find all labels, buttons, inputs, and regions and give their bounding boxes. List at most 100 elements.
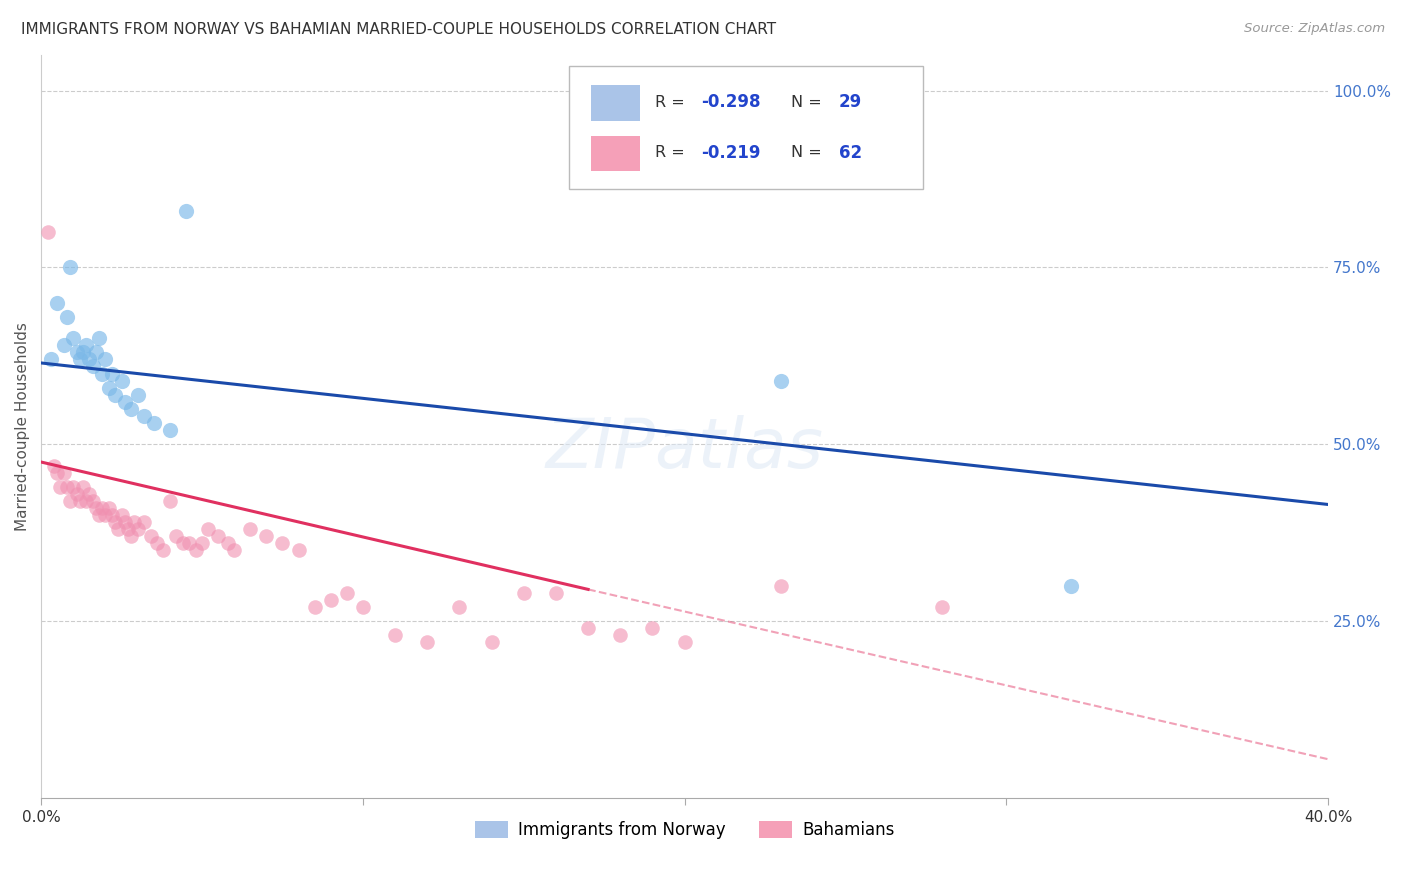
Point [271, 536, 294, 550]
Point [104, 388, 127, 402]
Bar [591, 136, 640, 171]
Point [114, 395, 136, 409]
Point [139, 529, 162, 543]
Point [641, 621, 664, 635]
Point [197, 522, 219, 536]
Text: R =: R = [655, 95, 690, 110]
Point [75, 338, 97, 352]
Point [82, 359, 104, 374]
Point [770, 374, 793, 388]
Point [127, 388, 149, 402]
Point [174, 203, 197, 218]
Point [384, 628, 406, 642]
Point [159, 494, 181, 508]
Point [770, 579, 793, 593]
Point [91, 501, 114, 516]
Point [107, 522, 129, 536]
Point [132, 515, 155, 529]
Point [217, 536, 239, 550]
Point [84, 501, 107, 516]
Point [49, 480, 72, 494]
Point [79, 487, 101, 501]
Point [120, 401, 142, 416]
Point [132, 409, 155, 423]
FancyBboxPatch shape [569, 66, 922, 189]
Point [142, 416, 165, 430]
Point [84, 345, 107, 359]
Point [224, 543, 246, 558]
Point [481, 635, 503, 649]
Point [191, 536, 214, 550]
Point [239, 522, 262, 536]
Point [56, 310, 79, 324]
Point [65, 487, 87, 501]
Point [673, 635, 696, 649]
Point [110, 508, 132, 522]
Text: -0.219: -0.219 [702, 144, 761, 162]
Point [172, 536, 194, 550]
Point [287, 543, 309, 558]
Point [120, 529, 142, 543]
Point [46, 295, 69, 310]
Point [79, 352, 101, 367]
Point [52, 466, 75, 480]
Point [39, 352, 62, 367]
Point [52, 338, 75, 352]
Point [449, 600, 471, 615]
Point [117, 522, 139, 536]
Point [72, 480, 94, 494]
Point [1060, 579, 1083, 593]
Point [319, 593, 342, 607]
Text: N =: N = [792, 95, 827, 110]
Point [56, 480, 79, 494]
Point [82, 494, 104, 508]
Point [336, 586, 359, 600]
Text: -0.298: -0.298 [702, 94, 761, 112]
Point [37, 225, 59, 239]
Text: 29: 29 [839, 94, 862, 112]
Text: Source: ZipAtlas.com: Source: ZipAtlas.com [1244, 22, 1385, 36]
Point [101, 508, 124, 522]
Point [152, 543, 174, 558]
Point [544, 586, 567, 600]
Point [69, 494, 91, 508]
Point [124, 515, 146, 529]
Point [104, 515, 127, 529]
Text: IMMIGRANTS FROM NORWAY VS BAHAMIAN MARRIED-COUPLE HOUSEHOLDS CORRELATION CHART: IMMIGRANTS FROM NORWAY VS BAHAMIAN MARRI… [21, 22, 776, 37]
Point [207, 529, 229, 543]
Point [72, 345, 94, 359]
Point [114, 515, 136, 529]
Point [101, 367, 124, 381]
Point [146, 536, 169, 550]
Point [609, 628, 631, 642]
Point [62, 480, 84, 494]
Text: R =: R = [655, 145, 690, 161]
Point [127, 522, 149, 536]
Text: ZIPatlas: ZIPatlas [546, 416, 824, 483]
Point [91, 367, 114, 381]
Point [184, 543, 207, 558]
Point [46, 466, 69, 480]
Point [416, 635, 439, 649]
Point [159, 423, 181, 437]
Point [513, 586, 536, 600]
Point [87, 331, 110, 345]
Point [59, 494, 82, 508]
Bar [591, 85, 640, 120]
Y-axis label: Married-couple Households: Married-couple Households [15, 322, 30, 531]
Point [576, 621, 599, 635]
Point [931, 600, 953, 615]
Point [62, 331, 84, 345]
Point [352, 600, 374, 615]
Text: 62: 62 [839, 144, 862, 162]
Point [165, 529, 187, 543]
Point [97, 501, 120, 516]
Point [87, 508, 110, 522]
Point [254, 529, 277, 543]
Point [42, 458, 65, 473]
Point [97, 381, 120, 395]
Point [59, 260, 82, 275]
Point [110, 374, 132, 388]
Point [94, 508, 117, 522]
Legend: Immigrants from Norway, Bahamians: Immigrants from Norway, Bahamians [468, 814, 901, 846]
